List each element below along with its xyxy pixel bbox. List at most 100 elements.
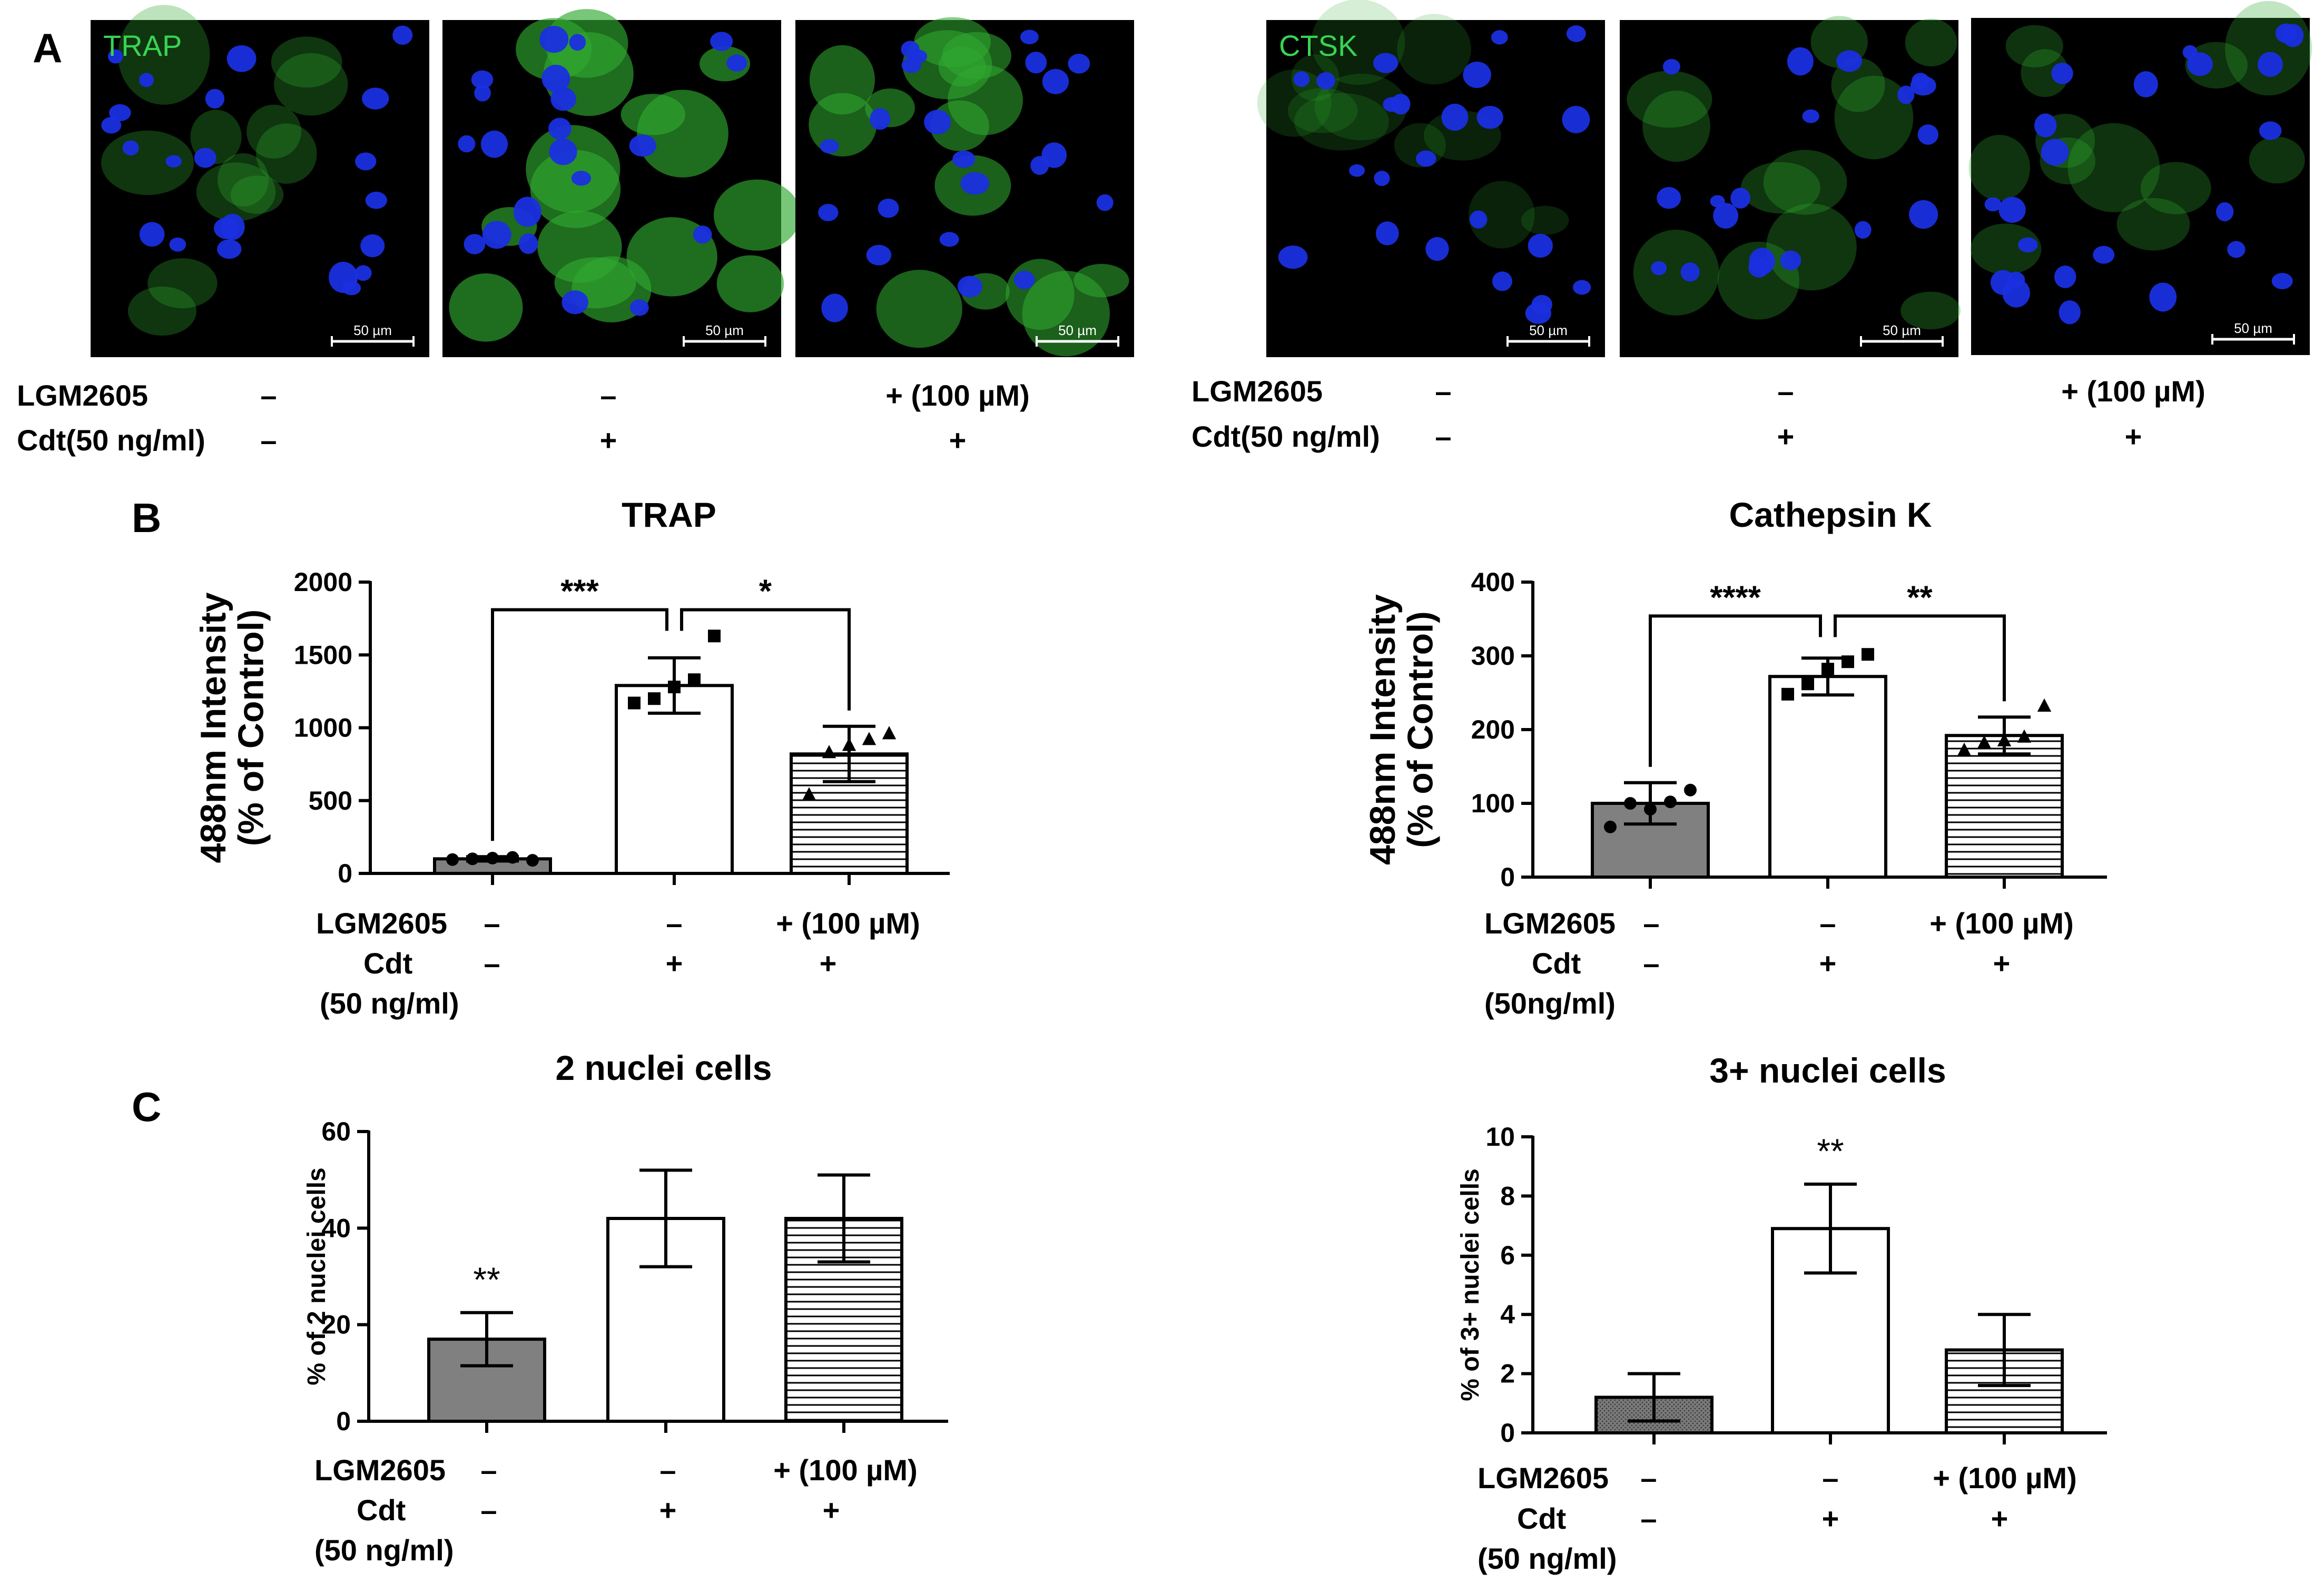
nucleus xyxy=(2051,63,2073,84)
nucleus xyxy=(2227,241,2246,258)
c2-lgm-3: + (100 µM) xyxy=(1933,1461,2076,1494)
c1-lgm-label: LGM2605 xyxy=(314,1453,446,1487)
cytoplasm-stain xyxy=(2021,49,2069,97)
significance-bracket xyxy=(491,608,668,841)
c1-dose-label: (50 ng/ml) xyxy=(314,1533,454,1567)
y-tick-label: 2 xyxy=(1500,1359,1515,1389)
nucleus xyxy=(550,87,576,111)
c1-cdt-1: – xyxy=(480,1493,497,1527)
nucleus xyxy=(1528,233,1553,258)
data-point xyxy=(1862,648,1874,661)
ctsk-chart-cdt-label: Cdt xyxy=(1532,947,1581,980)
cytoplasm-stain xyxy=(1633,230,1719,316)
data-point xyxy=(1957,742,1972,756)
cytoplasm-stain xyxy=(1642,90,1710,162)
cytoplasm-stain xyxy=(1968,134,2030,201)
data-point xyxy=(1604,820,1617,833)
ctsk-cdt-value-2: + xyxy=(1777,420,1795,453)
nucleus xyxy=(1463,62,1491,88)
ctsk-lgm-value-1: – xyxy=(1435,375,1451,408)
nucleus xyxy=(1854,221,1872,239)
nucleus xyxy=(1748,257,1770,278)
cytoplasm-stain xyxy=(127,286,196,336)
data-point xyxy=(486,851,499,864)
trap-cdt-value-3: + xyxy=(949,424,967,457)
c2-cdt-2: + xyxy=(1822,1502,1839,1535)
nucleus xyxy=(549,139,577,165)
nucleus xyxy=(939,232,959,247)
nucleus xyxy=(1042,68,1069,94)
nucleus xyxy=(1562,106,1590,133)
chart-title: 3+ nuclei cells xyxy=(1709,1051,1946,1090)
nucleus xyxy=(821,293,848,322)
nucleus xyxy=(1984,197,2002,212)
scale-bar-label: 50 µm xyxy=(1058,322,1097,338)
cytoplasm-stain xyxy=(1287,87,1358,133)
trap-lgm-value-1: – xyxy=(260,379,277,412)
c1-cdt-label: Cdt xyxy=(357,1493,406,1527)
cytoplasm-stain xyxy=(1834,75,1914,160)
nucleus xyxy=(362,87,389,110)
chart-title: 2 nuclei cells xyxy=(556,1048,772,1087)
nucleus xyxy=(1375,221,1399,245)
nucleus xyxy=(629,134,656,157)
nucleus xyxy=(2133,71,2158,97)
nucleus xyxy=(1730,188,1750,209)
trap-chart-lgm-label: LGM2605 xyxy=(316,907,447,940)
cytoplasm-stain xyxy=(1740,162,1820,214)
nucleus xyxy=(1998,196,2026,223)
trap-chart-cdt-3: + xyxy=(820,947,837,980)
nucleus xyxy=(1897,85,1915,104)
data-point xyxy=(1684,783,1697,796)
y-tick-label: 10 xyxy=(1485,1122,1515,1152)
cytoplasm-stain xyxy=(2249,136,2305,184)
ctsk-chart-cdt-1: – xyxy=(1643,947,1659,980)
micrograph-2: 50 µm xyxy=(442,9,801,357)
nucleus xyxy=(1651,261,1667,276)
nucleus xyxy=(957,276,982,298)
y-axis-label: (% of Control) xyxy=(1401,611,1441,848)
nucleus xyxy=(1836,50,1862,72)
nucleus xyxy=(169,237,186,252)
nucleus xyxy=(693,225,712,244)
data-point xyxy=(822,745,836,759)
data-point xyxy=(1801,677,1814,691)
nucleus xyxy=(214,217,240,239)
chart-title: TRAP xyxy=(622,495,716,534)
nucleus xyxy=(1013,270,1035,289)
cytoplasm-stain xyxy=(2067,123,2160,212)
nucleus xyxy=(2093,245,2115,264)
nucleus xyxy=(458,135,476,153)
nucleus xyxy=(1383,97,1402,112)
scale-bar-label: 50 µm xyxy=(705,322,744,338)
cytoplasm-stain xyxy=(714,179,801,251)
y-tick-label: 400 xyxy=(1471,567,1515,597)
y-tick-label: 1000 xyxy=(294,713,352,743)
nucleus xyxy=(474,84,491,102)
cytoplasm-stain xyxy=(256,123,317,184)
y-tick-label: 6 xyxy=(1500,1241,1515,1270)
nucleus xyxy=(924,110,951,134)
cytoplasm-stain xyxy=(230,175,284,214)
nucleus xyxy=(139,222,165,247)
cathepsin-k-bar-chart: Cathepsin K 488nm Intensity(% of Control)… xyxy=(1363,495,2107,892)
y-tick-label: 20 xyxy=(321,1310,351,1340)
nucleus xyxy=(1316,72,1335,90)
cytoplasm-stain xyxy=(2005,25,2063,67)
trap-chart-lgm-2: – xyxy=(666,907,682,940)
data-point xyxy=(648,692,661,705)
scale-bar-label: 50 µm xyxy=(1883,322,1921,338)
nucleus xyxy=(2282,24,2304,47)
nucleus xyxy=(194,148,216,168)
nucleus xyxy=(101,117,122,134)
nucleus xyxy=(360,234,385,258)
nucleus xyxy=(342,281,361,296)
nucleus xyxy=(629,299,649,316)
y-axis-label: % of 3+ nuclei cells xyxy=(1456,1168,1484,1401)
cytoplasm-stain xyxy=(449,273,523,342)
c2-lgm-2: – xyxy=(1822,1461,1838,1494)
nucleus xyxy=(1566,25,1586,42)
ctsk-chart-lgm-1: – xyxy=(1643,907,1659,940)
cytoplasm-stain xyxy=(809,93,877,157)
